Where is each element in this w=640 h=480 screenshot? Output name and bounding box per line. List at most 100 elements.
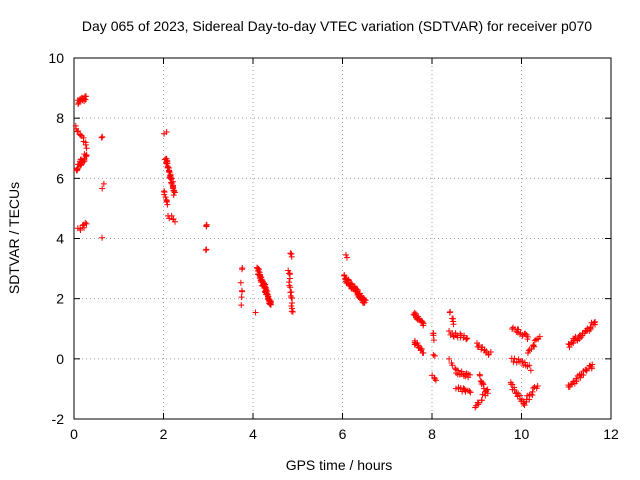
data-point [456, 371, 463, 378]
data-point [202, 247, 209, 254]
data-point [82, 219, 89, 226]
data-point [288, 303, 295, 310]
data-point [483, 387, 490, 394]
data-point [99, 133, 106, 140]
data-point [75, 99, 82, 106]
data-point [203, 246, 210, 253]
data-point [77, 226, 84, 233]
data-point [577, 374, 584, 381]
x-axis-label: GPS time / hours [286, 457, 393, 473]
data-point [74, 128, 81, 135]
data-point [452, 365, 459, 372]
data-point [81, 224, 88, 231]
data-point [163, 128, 170, 135]
data-point [83, 93, 90, 100]
data-point [287, 250, 294, 257]
data-point [99, 234, 106, 241]
data-point [587, 323, 594, 330]
data-point [286, 270, 293, 277]
x-tick-label: 2 [160, 426, 168, 442]
data-point [362, 297, 369, 304]
data-point [431, 352, 438, 359]
data-point [164, 201, 171, 208]
data-point [237, 279, 244, 286]
data-point [432, 377, 439, 384]
data-point [267, 299, 274, 306]
data-point [77, 132, 84, 139]
data-point [164, 164, 171, 171]
data-point [82, 139, 89, 146]
data-point [82, 96, 89, 103]
y-tick-label: 6 [56, 170, 64, 186]
chart-title: Day 065 of 2023, Sidereal Day-to-day VTE… [82, 18, 592, 34]
data-point [343, 254, 350, 261]
data-point [98, 134, 105, 141]
data-point [170, 192, 177, 199]
data-point [511, 384, 518, 391]
x-tick-label: 4 [249, 426, 257, 442]
data-point [420, 349, 427, 356]
data-point [529, 388, 536, 395]
data-point [252, 309, 259, 316]
data-point [531, 337, 538, 344]
data-point [521, 359, 528, 366]
data-point [461, 332, 468, 339]
data-point [286, 282, 293, 289]
data-point [289, 308, 296, 315]
data-point [75, 127, 82, 134]
axis-ticks: 0 2 4 6 8 10 12 -2 0 2 4 6 8 10 [48, 50, 619, 442]
data-point [531, 343, 538, 350]
data-point [450, 321, 457, 328]
data-point [466, 371, 473, 378]
data-point [99, 185, 106, 192]
data-point [342, 251, 349, 258]
y-tick-label: 10 [48, 50, 64, 66]
data-point [455, 367, 462, 374]
data-point [589, 361, 596, 368]
x-tick-label: 12 [603, 426, 619, 442]
data-point [513, 389, 520, 396]
data-point [288, 308, 295, 315]
data-point [480, 381, 487, 388]
data-point [239, 266, 246, 273]
data-point [83, 220, 90, 227]
data-point [524, 333, 531, 340]
y-tick-label: 2 [56, 291, 64, 307]
data-point [527, 367, 534, 374]
data-point [77, 162, 84, 169]
data-points [72, 93, 599, 411]
data-point [83, 145, 90, 152]
data-point [170, 184, 177, 191]
y-tick-label: 8 [56, 110, 64, 126]
data-point [510, 358, 517, 365]
data-point [100, 180, 107, 187]
data-point [481, 390, 488, 397]
data-point [171, 189, 178, 196]
data-point [418, 346, 425, 353]
data-point [450, 333, 457, 340]
data-point [171, 218, 178, 225]
data-point [162, 194, 169, 201]
data-point [238, 302, 245, 309]
data-point [203, 223, 210, 230]
data-point [446, 355, 453, 362]
y-tick-label: 4 [56, 231, 64, 247]
data-point [522, 330, 529, 337]
data-point [536, 333, 543, 340]
data-point [74, 166, 81, 173]
data-point [286, 275, 293, 282]
data-point [430, 337, 437, 344]
data-point [238, 294, 245, 301]
x-tick-label: 0 [70, 426, 78, 442]
data-point [446, 328, 453, 335]
data-point [478, 397, 485, 404]
data-point [344, 276, 351, 283]
x-tick-label: 10 [514, 426, 530, 442]
data-point [420, 320, 427, 327]
y-tick-label: 0 [56, 351, 64, 367]
data-point [83, 152, 90, 159]
data-point [484, 386, 491, 393]
data-point [163, 197, 170, 204]
data-point [161, 191, 168, 198]
